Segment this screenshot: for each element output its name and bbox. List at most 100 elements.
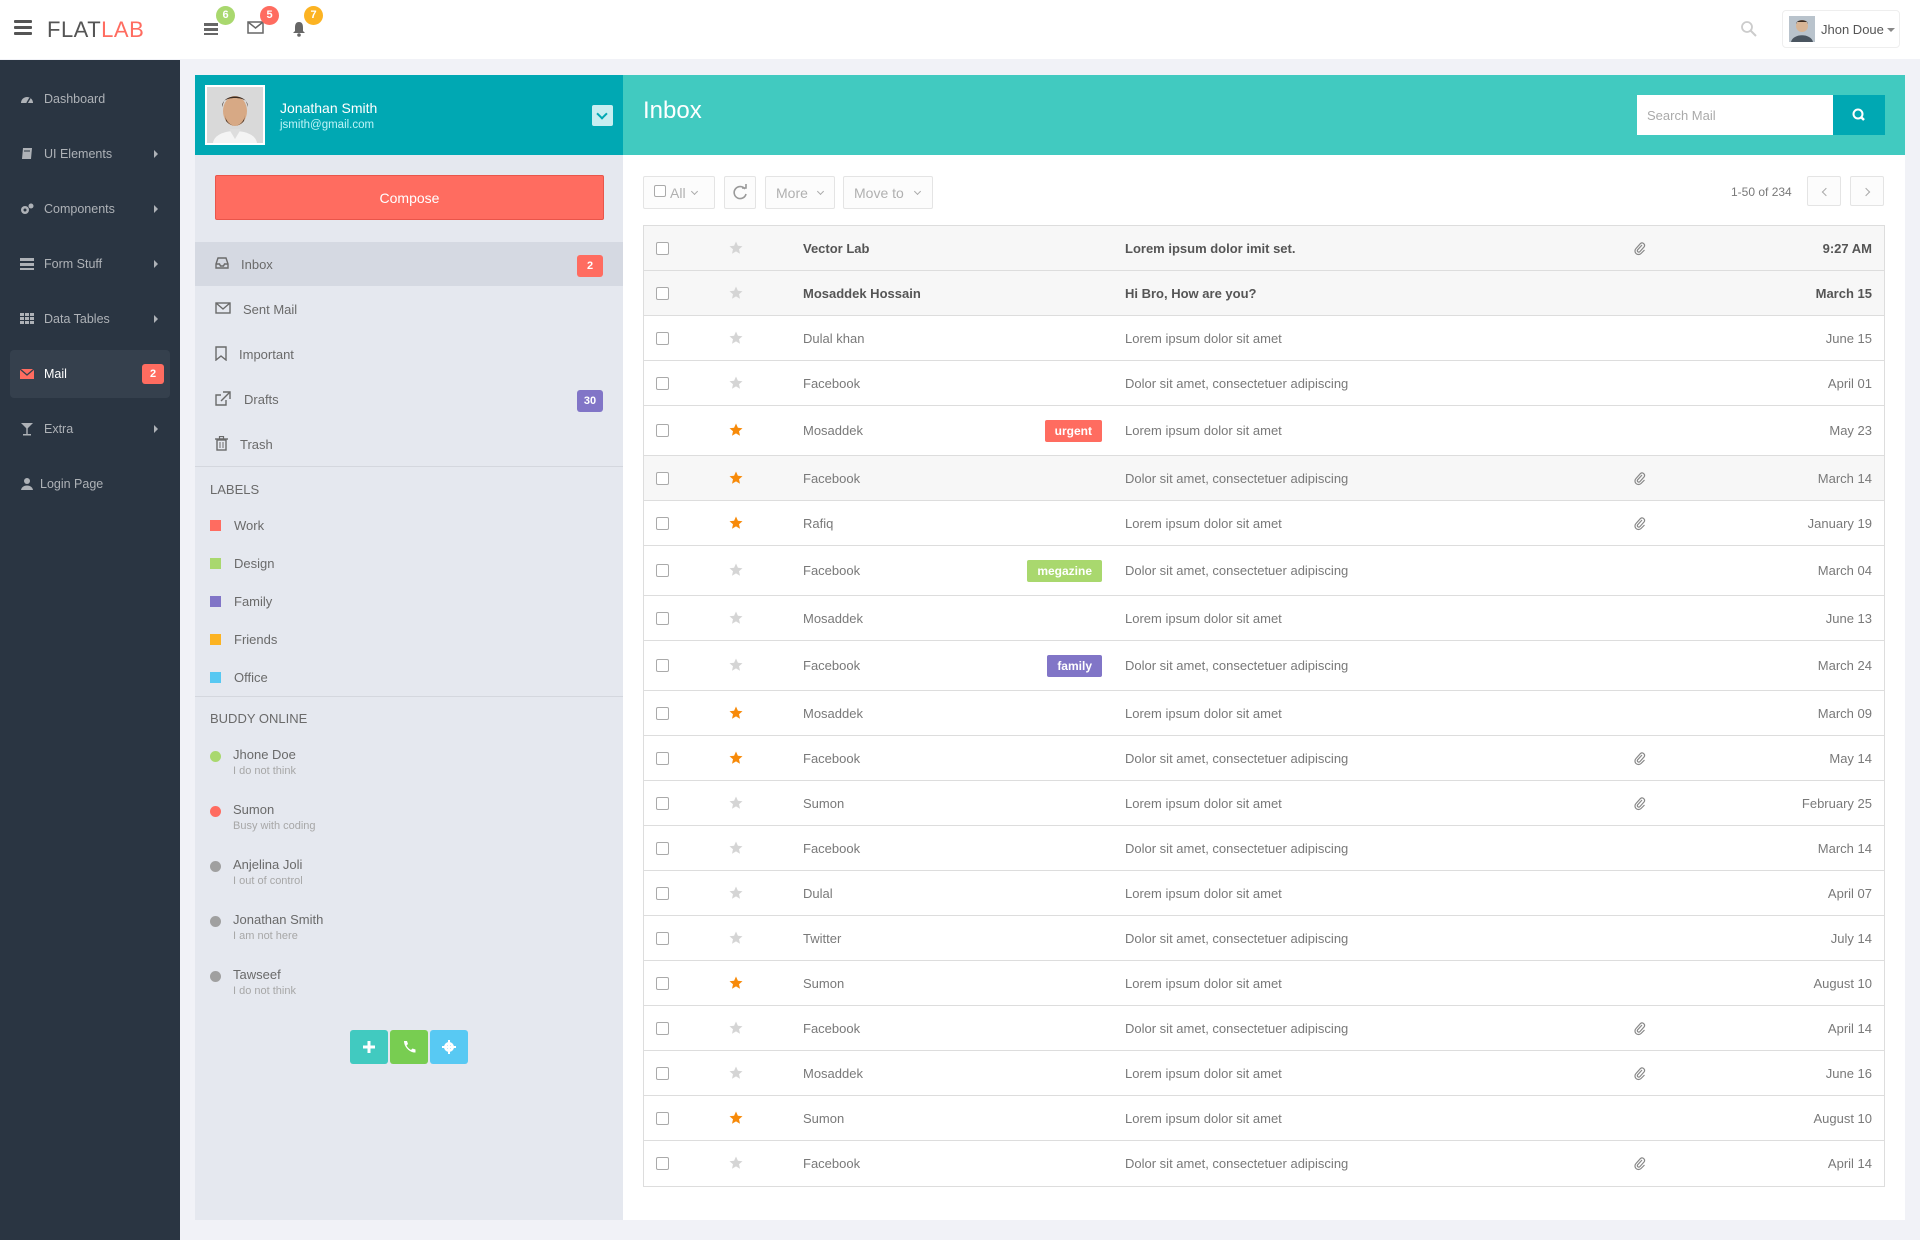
table-row[interactable]: Sumon Lorem ipsum dolor sit amet August 10 [644, 961, 1884, 1006]
star-icon[interactable] [729, 563, 743, 577]
call-button[interactable] [390, 1030, 428, 1064]
star-icon[interactable] [729, 471, 743, 485]
row-checkbox[interactable] [656, 659, 669, 672]
star-icon[interactable] [729, 796, 743, 810]
table-row[interactable]: Mosaddek Lorem ipsum dolor sit amet June 1… [644, 596, 1884, 641]
table-row[interactable]: Mosaddek Lorem ipsum dolor sit amet June 1… [644, 1051, 1884, 1096]
row-checkbox[interactable] [656, 1156, 669, 1170]
star-icon[interactable] [729, 976, 743, 990]
prev-page-button[interactable] [1807, 176, 1841, 206]
sidebar-toggle-icon[interactable] [14, 20, 32, 36]
mail-notification-button[interactable]: 5 [244, 6, 279, 42]
table-row[interactable]: Mosaddek Lorem ipsum dolor sit amet March … [644, 691, 1884, 736]
row-checkbox[interactable] [656, 976, 669, 990]
star-icon[interactable] [729, 1021, 743, 1035]
buddy-item[interactable]: Sumon Busy with coding [210, 802, 510, 838]
star-icon[interactable] [729, 751, 743, 765]
folder-sent-mail[interactable]: Sent Mail [195, 287, 623, 331]
sidebar-item-ui-elements[interactable]: UI Elements [10, 130, 170, 178]
compose-button[interactable]: Compose [215, 175, 604, 220]
table-row[interactable]: Dulal khan Lorem ipsum dolor sit amet June… [644, 316, 1884, 361]
star-icon[interactable] [729, 931, 743, 945]
row-checkbox[interactable] [656, 471, 669, 485]
table-row[interactable]: Dulal Lorem ipsum dolor sit amet April 07 [644, 871, 1884, 916]
table-row[interactable]: Facebook Dolor sit amet, consectetuer adi… [644, 1141, 1884, 1186]
table-row[interactable]: Facebook family Dolor sit amet, consectetu… [644, 641, 1884, 691]
row-checkbox[interactable] [656, 706, 669, 720]
sidebar-item-extra[interactable]: Extra [10, 405, 170, 453]
star-icon[interactable] [729, 706, 743, 720]
sidebar-item-data-tables[interactable]: Data Tables [10, 295, 170, 343]
star-icon[interactable] [729, 286, 743, 300]
table-row[interactable]: Mosaddek Hossain Hi Bro, How are you? Marc… [644, 271, 1884, 316]
row-checkbox[interactable] [656, 376, 669, 390]
table-row[interactable]: Facebook Dolor sit amet, consectetuer adi… [644, 1006, 1884, 1051]
row-checkbox[interactable] [656, 564, 669, 577]
settings-button[interactable] [430, 1030, 468, 1064]
row-checkbox[interactable] [656, 286, 669, 300]
sidebar-item-components[interactable]: Components [10, 185, 170, 233]
row-checkbox[interactable] [656, 611, 669, 625]
row-checkbox[interactable] [656, 931, 669, 945]
select-all-checkbox[interactable] [654, 185, 666, 197]
table-row[interactable]: Sumon Lorem ipsum dolor sit amet February … [644, 781, 1884, 826]
row-checkbox[interactable] [656, 1021, 669, 1035]
star-icon[interactable] [729, 611, 743, 625]
move-to-dropdown[interactable]: Move to [843, 176, 933, 209]
user-menu-dropdown[interactable]: Jhon Doue [1782, 10, 1900, 48]
table-row[interactable]: Twitter Dolor sit amet, consectetuer adip… [644, 916, 1884, 961]
sidebar-item-mail[interactable]: Mail 2 [10, 350, 170, 398]
add-button[interactable] [350, 1030, 388, 1064]
table-row[interactable]: Mosaddek urgent Lorem ipsum dolor sit amet… [644, 406, 1884, 456]
star-icon[interactable] [729, 886, 743, 900]
star-icon[interactable] [729, 516, 743, 530]
chevron-down-icon[interactable] [592, 105, 613, 126]
row-checkbox[interactable] [656, 516, 669, 530]
logo[interactable]: FLATLAB [47, 17, 145, 42]
row-checkbox[interactable] [656, 424, 669, 437]
row-checkbox[interactable] [656, 241, 669, 255]
bell-notification-button[interactable]: 7 [288, 6, 323, 42]
row-checkbox[interactable] [656, 1111, 669, 1125]
table-row[interactable]: Facebook Dolor sit amet, consectetuer adi… [644, 456, 1884, 501]
star-icon[interactable] [729, 1111, 743, 1125]
select-all-dropdown[interactable]: All [643, 176, 715, 209]
table-row[interactable]: Facebook Dolor sit amet, consectetuer adi… [644, 736, 1884, 781]
folder-important[interactable]: Important [195, 332, 623, 376]
table-row[interactable]: Rafiq Lorem ipsum dolor sit amet January 1… [644, 501, 1884, 546]
row-checkbox[interactable] [656, 796, 669, 810]
buddy-item[interactable]: Jonathan Smith I am not here [210, 912, 510, 948]
star-icon[interactable] [729, 658, 743, 672]
row-checkbox[interactable] [656, 331, 669, 345]
sidebar-item-dashboard[interactable]: Dashboard [10, 75, 170, 123]
search-mail-input[interactable] [1637, 95, 1833, 135]
tasks-notification-button[interactable]: 6 [200, 6, 235, 42]
buddy-item[interactable]: Anjelina Joli I out of control [210, 857, 510, 893]
row-checkbox[interactable] [656, 841, 669, 855]
star-icon[interactable] [729, 841, 743, 855]
star-icon[interactable] [729, 331, 743, 345]
row-checkbox[interactable] [656, 886, 669, 900]
folder-trash[interactable]: Trash [195, 422, 623, 466]
sidebar-item-form-stuff[interactable]: Form Stuff [10, 240, 170, 288]
row-checkbox[interactable] [656, 751, 669, 765]
search-mail-button[interactable] [1833, 95, 1885, 135]
header-search-button[interactable] [1740, 20, 1758, 43]
table-row[interactable]: Sumon Lorem ipsum dolor sit amet August 10 [644, 1096, 1884, 1141]
table-row[interactable]: Facebook Dolor sit amet, consectetuer adi… [644, 826, 1884, 871]
star-icon[interactable] [729, 241, 743, 255]
table-row[interactable]: Vector Lab Lorem ipsum dolor imit set. 9:2… [644, 226, 1884, 271]
buddy-item[interactable]: Jhone Doe I do not think [210, 747, 510, 783]
table-row[interactable]: Facebook megazine Dolor sit amet, consecte… [644, 546, 1884, 596]
star-icon[interactable] [729, 1066, 743, 1080]
folder-inbox[interactable]: Inbox 2 [195, 242, 623, 286]
folder-drafts[interactable]: Drafts 30 [195, 377, 623, 421]
sidebar-item-login-page[interactable]: Login Page [10, 460, 170, 508]
row-checkbox[interactable] [656, 1066, 669, 1080]
star-icon[interactable] [729, 376, 743, 390]
star-icon[interactable] [729, 423, 743, 437]
table-row[interactable]: Facebook Dolor sit amet, consectetuer adi… [644, 361, 1884, 406]
star-icon[interactable] [729, 1156, 743, 1170]
next-page-button[interactable] [1850, 176, 1884, 206]
more-dropdown[interactable]: More [765, 176, 835, 209]
